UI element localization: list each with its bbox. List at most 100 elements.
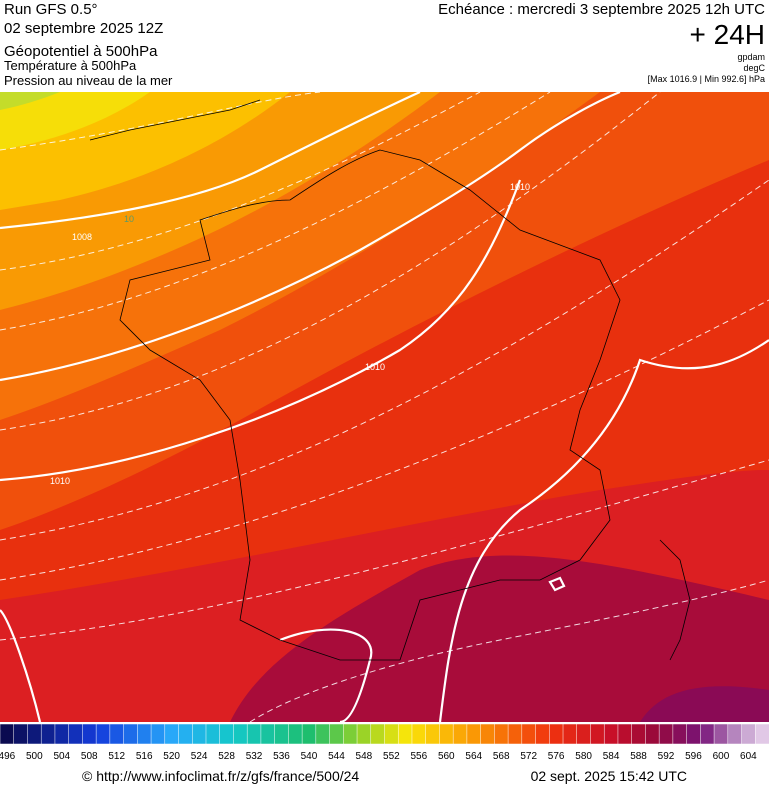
scale-label: 572 <box>520 751 537 762</box>
lead-time: + 24H <box>690 19 766 50</box>
color-swatch <box>40 723 56 745</box>
color-swatch <box>645 723 660 745</box>
color-swatch <box>727 723 743 745</box>
scale-label: 596 <box>685 751 702 762</box>
color-swatch <box>494 723 509 745</box>
color-swatch <box>233 723 248 745</box>
contour-label: 1008 <box>72 232 92 242</box>
timestamp: 02 sept. 2025 15:42 UTC <box>531 768 687 784</box>
pressure-range: [Max 1016.9 | Min 992.6] hPa <box>648 74 765 84</box>
color-swatch <box>192 723 207 745</box>
color-swatch <box>755 723 769 745</box>
color-swatch <box>13 723 29 745</box>
color-swatch <box>631 723 647 745</box>
run-date: 02 septembre 2025 12Z <box>4 20 163 37</box>
title: Géopotentiel à 500hPa <box>4 43 158 60</box>
scale-label: 496 <box>0 751 16 762</box>
scale-label: 604 <box>740 751 757 762</box>
scale-label: 568 <box>493 751 510 762</box>
color-swatch <box>370 723 386 745</box>
color-swatch <box>356 723 372 745</box>
scale-label: 516 <box>136 751 153 762</box>
color-swatch <box>301 723 317 745</box>
scale-label: 540 <box>301 751 318 762</box>
color-swatch <box>219 723 235 745</box>
color-swatch <box>658 723 674 745</box>
color-swatch <box>466 723 482 745</box>
color-swatch <box>452 723 468 745</box>
contour-label: 1010 <box>50 476 70 486</box>
color-swatch <box>68 723 84 745</box>
color-swatch <box>288 723 303 745</box>
color-swatch <box>576 723 592 745</box>
color-swatch <box>741 723 757 745</box>
echeance: Echéance : mercredi 3 septembre 2025 12h… <box>438 1 765 18</box>
color-swatch <box>260 723 276 745</box>
color-swatch <box>95 723 111 745</box>
scale-label: 564 <box>465 751 482 762</box>
scale-label: 560 <box>438 751 455 762</box>
color-swatch <box>27 723 42 745</box>
color-swatch <box>439 723 454 745</box>
contour-label: 10 <box>124 214 134 224</box>
color-swatch <box>123 723 139 745</box>
scale-label: 512 <box>108 751 125 762</box>
scale-label: 508 <box>81 751 98 762</box>
source-url: © http://www.infoclimat.fr/z/gfs/france/… <box>82 768 359 784</box>
color-swatch <box>315 723 331 745</box>
color-swatch <box>109 723 125 745</box>
color-swatch <box>590 723 605 745</box>
color-swatch <box>0 723 15 745</box>
color-swatch <box>397 723 413 745</box>
color-swatch <box>549 723 564 745</box>
color-swatch <box>54 723 70 745</box>
color-swatch <box>82 723 97 745</box>
map: 1008 1010 1010 1010 10 <box>0 92 769 722</box>
scale-label: 592 <box>658 751 675 762</box>
color-swatch <box>603 723 619 745</box>
color-swatch <box>150 723 166 745</box>
color-swatch <box>480 723 496 745</box>
color-swatch <box>700 723 715 745</box>
color-swatch <box>329 723 345 745</box>
color-swatch <box>672 723 688 745</box>
unit: gpdam <box>737 52 765 62</box>
color-swatch <box>686 723 702 745</box>
scale-label: 588 <box>630 751 647 762</box>
scale-label: 536 <box>273 751 290 762</box>
color-swatch <box>205 723 221 745</box>
scale-label: 524 <box>191 751 208 762</box>
subtitle: Pression au niveau de la mer <box>4 73 173 88</box>
subtitle: Température à 500hPa <box>4 58 137 73</box>
color-swatch <box>411 723 427 745</box>
scale-label: 544 <box>328 751 345 762</box>
color-swatch <box>535 723 551 745</box>
scale-label: 528 <box>218 751 235 762</box>
color-swatch <box>178 723 193 745</box>
color-swatch <box>713 723 729 745</box>
contour-label: 1010 <box>510 182 530 192</box>
color-swatch <box>274 723 290 745</box>
color-swatch <box>562 723 578 745</box>
color-swatch <box>617 723 633 745</box>
scale-label: 600 <box>713 751 730 762</box>
color-swatch <box>507 723 523 745</box>
scale-label: 584 <box>603 751 620 762</box>
color-scale: 496 500 504 508 512 516 520 524 528 532 536 540 544 5… <box>0 723 769 762</box>
scale-label: 580 <box>575 751 592 762</box>
unit: degC <box>743 63 765 73</box>
color-swatch <box>425 723 441 745</box>
scale-label: 576 <box>548 751 565 762</box>
color-swatch <box>246 723 262 745</box>
run: Run GFS 0.5° <box>4 1 98 18</box>
color-swatch <box>164 723 180 745</box>
scale-label: 500 <box>26 751 43 762</box>
scale-label: 520 <box>163 751 180 762</box>
contour-label: 1010 <box>365 362 385 372</box>
scale-label: 552 <box>383 751 400 762</box>
color-swatch <box>137 723 152 745</box>
color-swatch <box>384 723 399 745</box>
scale-label: 556 <box>410 751 427 762</box>
color-swatch <box>343 723 358 745</box>
